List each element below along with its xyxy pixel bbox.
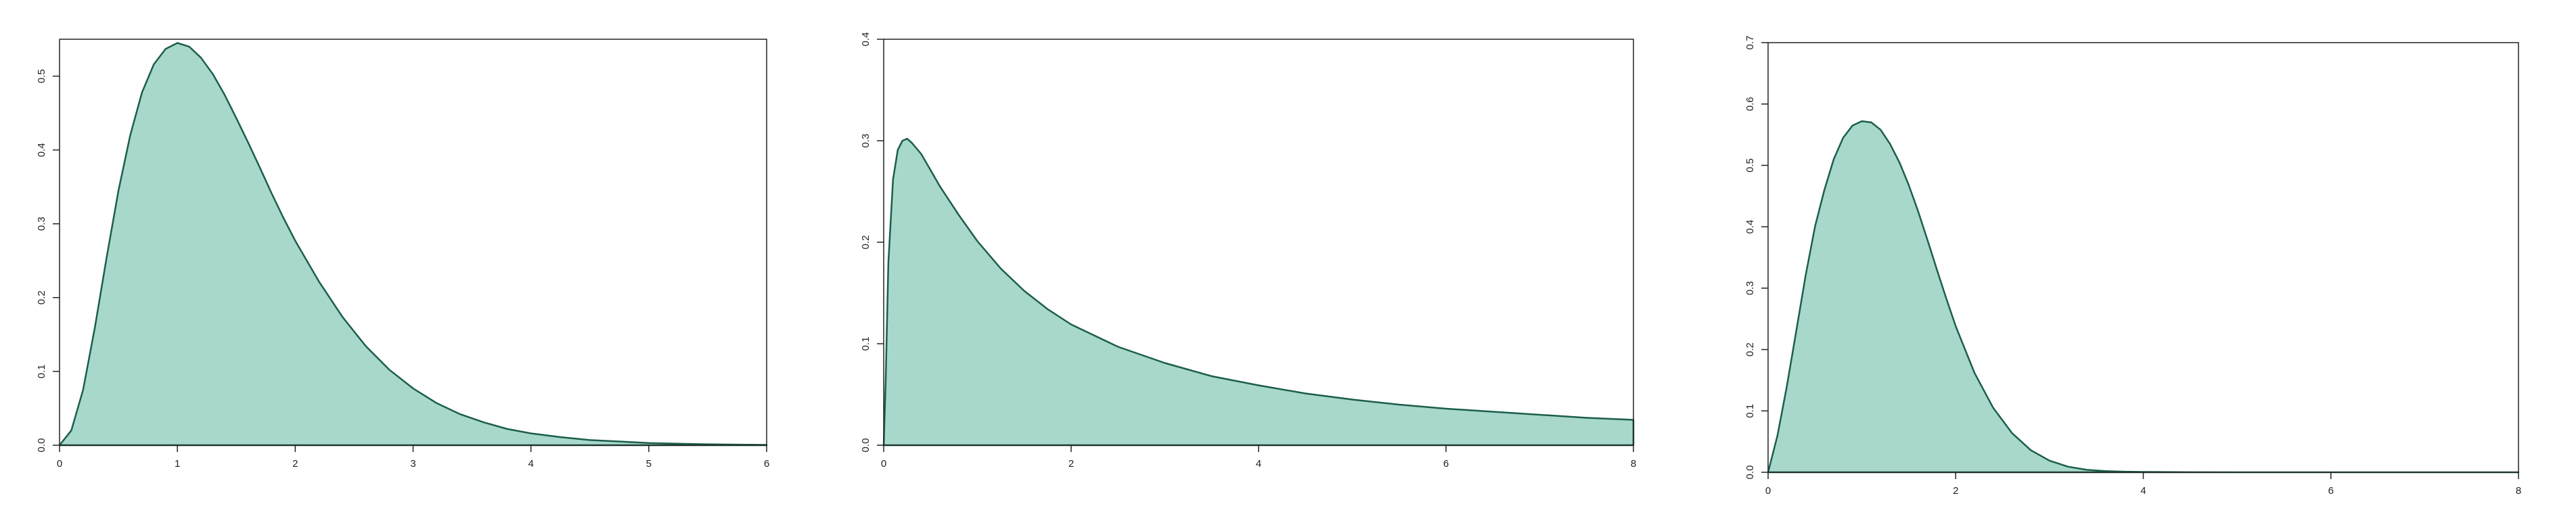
y-tick-label-2: 0.4 [860, 32, 872, 47]
y-tick-label-2: 0.0 [860, 438, 872, 453]
y-tick-label-3: 0.4 [1744, 220, 1756, 234]
x-tick-label-3: 8 [2516, 485, 2521, 497]
y-tick-label-1: 0.2 [36, 290, 47, 304]
x-tick-label-1: 2 [292, 458, 298, 470]
y-tick-label-1: 0.4 [36, 143, 47, 157]
x-tick-label-3: 4 [2140, 485, 2146, 497]
x-tick-label-2: 2 [1068, 458, 1074, 470]
x-tick-label-3: 2 [1953, 485, 1958, 497]
y-tick-label-1: 0.0 [36, 438, 47, 453]
x-tick-label-1: 4 [528, 458, 533, 470]
y-tick-label-3: 0.2 [1744, 342, 1756, 357]
x-tick-label-2: 0 [881, 458, 886, 470]
x-tick-label-2: 6 [1443, 458, 1449, 470]
density-area-1 [58, 42, 768, 447]
x-tick-label-1: 6 [764, 458, 769, 470]
y-tick-label-1: 0.5 [36, 69, 47, 83]
y-tick-label-2: 0.1 [860, 337, 872, 351]
y-tick-label-3: 0.6 [1744, 97, 1756, 111]
x-tick-label-1: 5 [646, 458, 652, 470]
y-tick-label-3: 0.0 [1744, 466, 1756, 480]
y-tick-label-3: 0.3 [1744, 281, 1756, 295]
y-tick-label-3: 0.1 [1744, 404, 1756, 418]
y-tick-label-1: 0.1 [36, 364, 47, 378]
y-tick-label-3: 0.5 [1744, 158, 1756, 173]
x-tick-label-2: 8 [1631, 458, 1636, 470]
y-tick-label-1: 0.3 [36, 217, 47, 231]
y-tick-label-3: 0.7 [1744, 36, 1756, 50]
x-tick-label-3: 0 [1765, 485, 1771, 497]
x-tick-label-1: 3 [410, 458, 415, 470]
x-tick-label-1: 0 [57, 458, 62, 470]
y-tick-label-2: 0.2 [860, 235, 872, 250]
x-tick-label-1: 1 [175, 458, 180, 470]
x-tick-label-2: 4 [1256, 458, 1261, 470]
density-area-2 [882, 137, 1635, 447]
y-tick-label-2: 0.3 [860, 134, 872, 148]
x-tick-label-3: 6 [2328, 485, 2334, 497]
